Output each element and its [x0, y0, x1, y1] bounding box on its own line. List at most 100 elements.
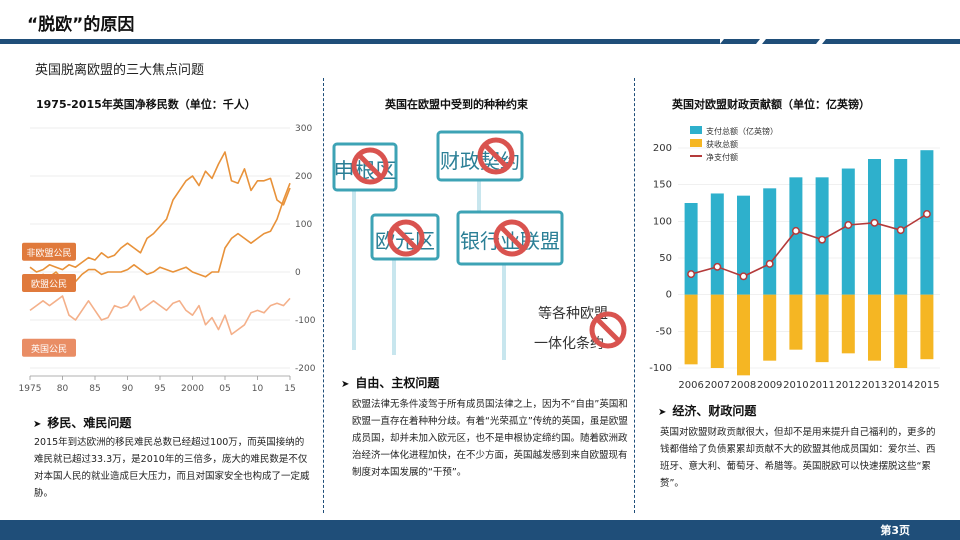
sign-post [477, 180, 481, 240]
y-tick-label: 0 [295, 268, 301, 278]
sign-other-treaties-line2: 一体化条约 [534, 335, 604, 352]
immigration-section-title: 移民、难民问题 [47, 416, 132, 430]
net-point [818, 235, 827, 244]
net-line [690, 213, 928, 278]
series-label: 非欧盟公民 [26, 247, 71, 259]
bar-receipt [789, 294, 803, 350]
bar-receipt [737, 294, 750, 376]
series-label: 欧盟公民 [31, 278, 67, 290]
net-point [896, 226, 905, 235]
bar-payment [763, 188, 777, 295]
x-tick-label: 80 [57, 384, 69, 394]
economy-paragraph: 英国对欧盟财政贡献很大，但却不是用来提升自己福利的，更多的钱都借给了负债累累却贡… [660, 427, 936, 489]
svg-text:一体化条约: 一体化条约 [534, 335, 604, 352]
migration-chart-title: 1975-2015年英国净移民数（单位：千人） [36, 98, 256, 111]
sovereignty-paragraph: 欧盟法律无条件凌驾于所有成员国法律之上，因为不“自由”英国和欧盟一直存在着种种分… [352, 399, 628, 478]
immigration-paragraph: 2015年到达欧洲的移民难民总数已经超过100万，而英国接纳的难民就已超过33.… [34, 437, 310, 499]
bar-receipt [841, 294, 855, 354]
legend-label: 净支付额 [706, 152, 738, 162]
page-title: “脱欧”的原因 [27, 15, 135, 35]
immigration-section-heading: ➤ 移民、难民问题 [33, 414, 131, 431]
sign-other-treaties-line1: 等各种欧盟 [538, 305, 608, 322]
bar-payment [920, 150, 934, 295]
sign-eurozone-label: 欧元区 [375, 229, 435, 253]
x-tick-label: 1975 [19, 384, 42, 394]
y-tick-label: 100 [295, 220, 312, 230]
series-label-box [22, 274, 76, 292]
bar-payment [684, 203, 698, 295]
x-tick-label: 2013 [862, 380, 887, 391]
y-tick-label: 300 [295, 124, 312, 134]
bar-receipt [868, 294, 881, 361]
net-point [713, 262, 722, 271]
x-tick-label: 2014 [888, 380, 913, 391]
x-tick-label: 2000 [181, 384, 204, 394]
x-tick-label: 85 [89, 384, 100, 394]
y-tick-label: -100 [649, 363, 672, 374]
sign-post [502, 265, 506, 360]
x-tick-label: 2011 [809, 380, 834, 391]
sign-post [352, 180, 356, 350]
x-tick-label: 2015 [914, 380, 939, 391]
x-tick-label: 2009 [757, 380, 782, 391]
series-label-box [22, 242, 76, 261]
x-tick-label: 90 [122, 384, 134, 394]
x-tick-label: 95 [154, 384, 165, 394]
bar-receipt [763, 294, 777, 361]
eu-constraints-illustration: 申根区 财政契约 欧元区 银行业联盟 等各种欧盟 一体化条约 [332, 130, 632, 360]
y-tick-label: 200 [653, 143, 672, 154]
y-tick-label: 150 [653, 180, 672, 191]
bar-receipt [684, 294, 698, 365]
constraints-title: 英国在欧盟中受到的种种约束 [385, 98, 528, 111]
legend-label: 支付总额（亿英镑） [706, 126, 778, 136]
x-tick-label: 2008 [731, 380, 756, 391]
x-tick-label: 2007 [705, 380, 730, 391]
bar-payment [868, 159, 881, 295]
series-line-2 [29, 295, 291, 336]
column-divider-1 [323, 78, 324, 513]
sign-post [392, 245, 396, 355]
sign-other-treaties-label: 等各种欧盟 [538, 305, 608, 322]
net-point [739, 272, 748, 281]
economy-section-title: 经济、财政问题 [672, 404, 757, 418]
legend-swatch [690, 139, 702, 147]
page-subtitle: 英国脱离欧盟的三大焦点问题 [35, 63, 205, 78]
header-rule [0, 39, 960, 44]
y-tick-label: 100 [653, 216, 672, 227]
net-point [844, 221, 853, 229]
y-tick-label: 200 [295, 172, 312, 182]
sovereignty-section-title: 自由、主权问题 [355, 376, 440, 390]
legend-label: 获收总额 [706, 139, 738, 149]
bar-payment [789, 177, 803, 295]
column-divider-2 [634, 78, 635, 513]
bar-payment [737, 195, 750, 295]
bar-receipt [815, 294, 829, 363]
migration-line-chart: 300 200 100 0 -100 -200 1975 80 85 90 95 2000 05 10 15… [19, 124, 316, 394]
bar-payment [841, 168, 855, 295]
y-tick-label: 0 [666, 290, 672, 301]
net-point [765, 259, 774, 268]
x-tick-label: 10 [252, 384, 264, 394]
y-tick-label: 50 [659, 253, 672, 264]
bar-receipt [710, 294, 724, 368]
x-tick-label: 2010 [783, 380, 808, 391]
y-tick-label: -50 [656, 326, 672, 337]
bar-receipt [920, 294, 934, 360]
footer-bar: 第3页 [0, 520, 960, 540]
net-point [791, 226, 800, 235]
arrow-right-icon: ➤ [341, 379, 350, 390]
y-tick-label: -100 [295, 316, 316, 326]
page-number: 第3页 [880, 524, 910, 537]
net-point [922, 210, 931, 218]
series-line-0 [29, 151, 291, 273]
x-tick-label: 15 [284, 384, 295, 394]
bar-receipt [894, 294, 908, 368]
arrow-right-icon: ➤ [33, 419, 42, 430]
contribution-chart-title: 英国对欧盟财政贡献额（单位：亿英镑） [672, 98, 870, 111]
series-label-box [22, 338, 76, 357]
net-point [870, 218, 879, 227]
net-point [687, 270, 696, 279]
legend-swatch [690, 126, 702, 134]
sovereignty-section-heading: ➤ 自由、主权问题 [341, 374, 439, 391]
